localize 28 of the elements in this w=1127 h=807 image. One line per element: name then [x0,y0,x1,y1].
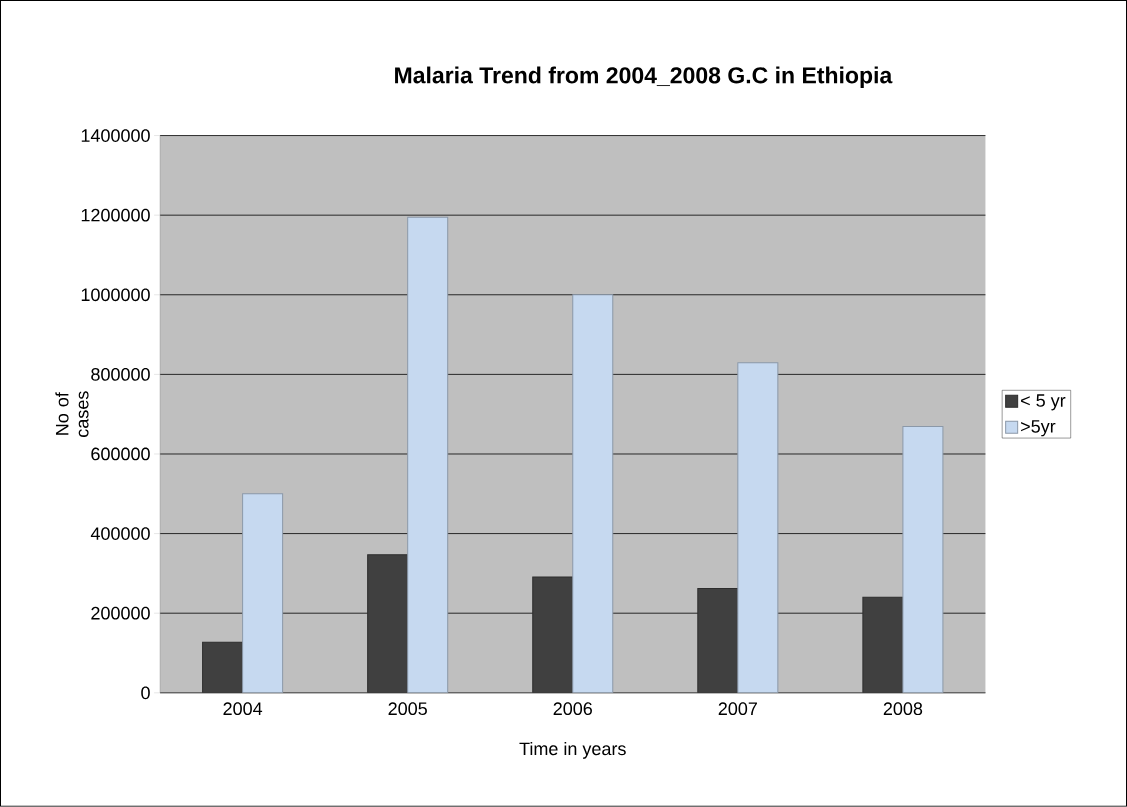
bar [367,554,409,693]
bar [902,426,944,693]
bar [532,576,574,693]
bar [862,596,904,693]
x-tick-label: 2005 [388,702,427,716]
y-tick-label: 400000 [90,527,150,541]
y-axis-title: No of cases [55,391,89,437]
bar [407,216,449,693]
chart-title: Malaria Trend from 2004_2008 G.C in Ethiopia [395,66,893,89]
x-tick-label: 2004 [223,702,263,716]
x-tick-label: 2008 [883,702,923,716]
bar [572,294,614,693]
x-tick-label: 2007 [718,702,757,716]
x-axis-title: Time in years [519,742,626,759]
y-tick-label: 1000000 [81,288,150,302]
y-tick-label: 200000 [91,606,150,620]
y-tick-label: 0 [141,686,150,700]
y-tick-label: 800000 [91,368,150,381]
y-tick-label: 1400000 [81,129,150,142]
x-tick-label: 2006 [553,702,592,716]
legend-label: < 5 yr [1021,394,1066,411]
bar [242,493,284,693]
bar [737,362,779,693]
bar [202,641,244,693]
legend-label: >5yr [1021,420,1056,437]
y-tick-label: 600000 [91,447,150,461]
bar [697,588,739,693]
y-tick-label: 1200000 [81,208,150,222]
